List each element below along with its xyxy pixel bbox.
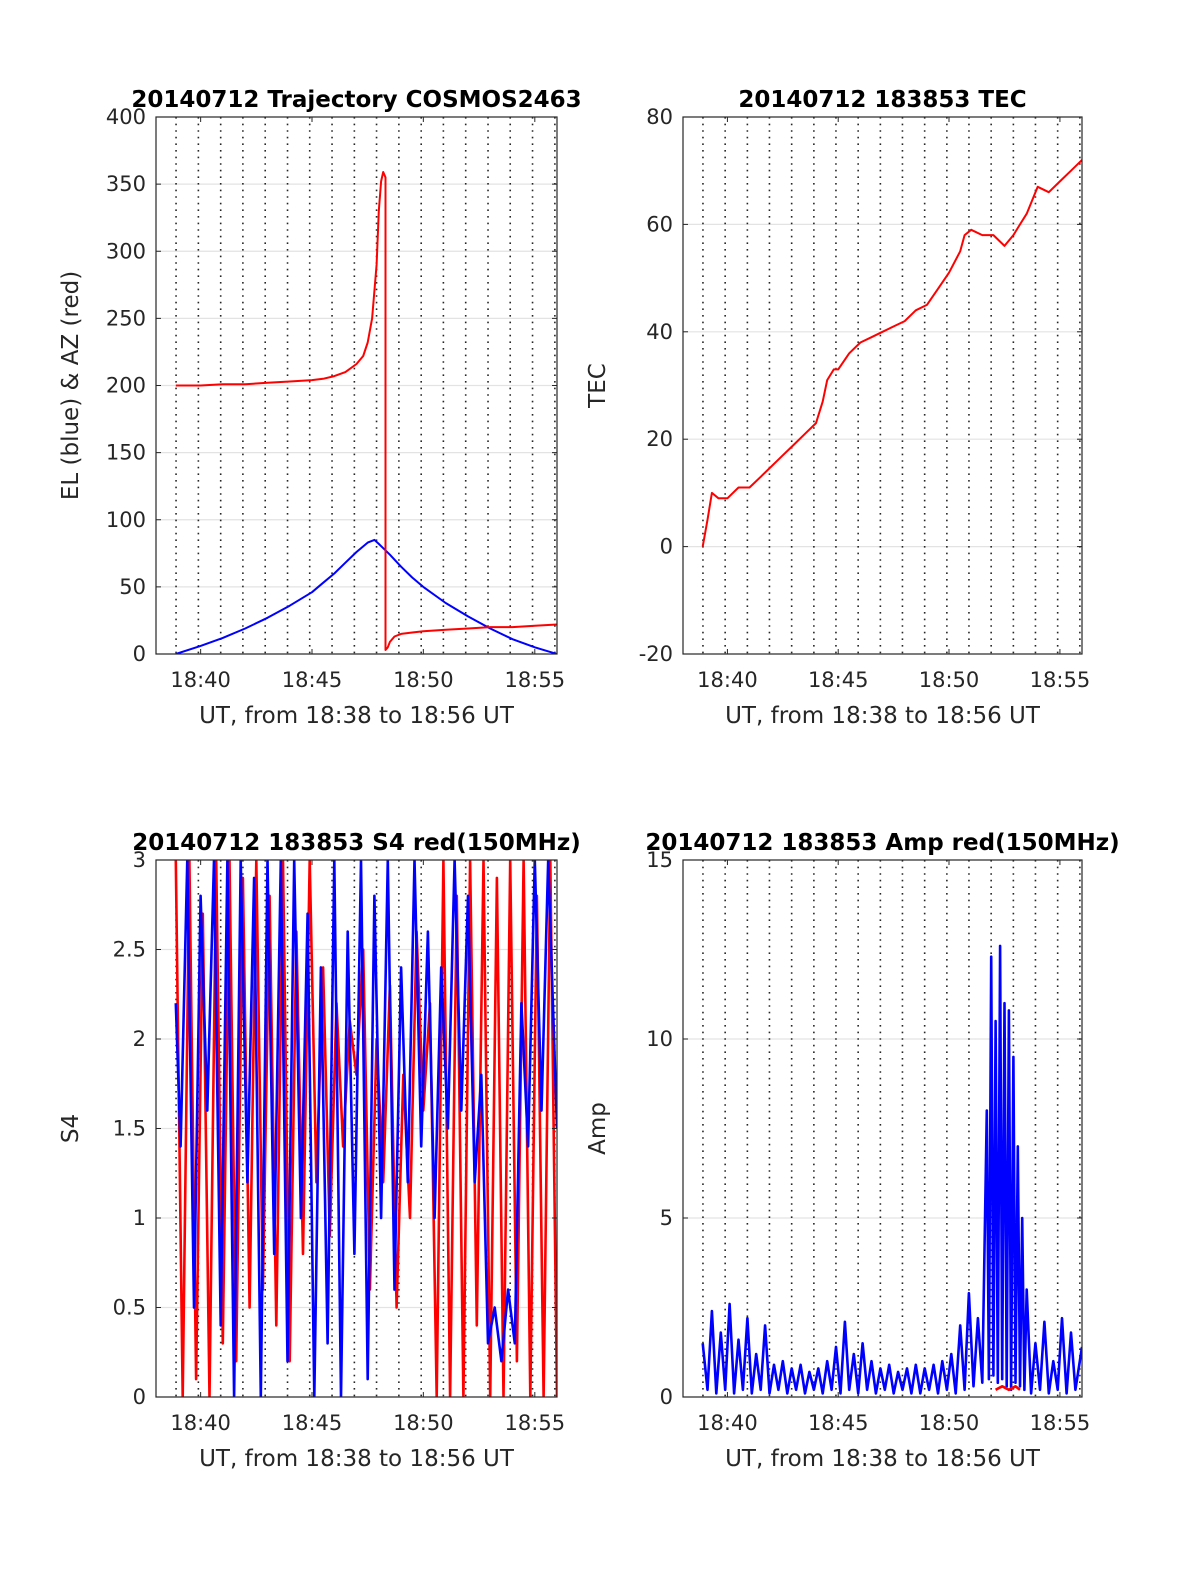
amp-xtick-label-1: 18:45 — [808, 1411, 869, 1435]
tec-axes-frame — [682, 116, 1083, 655]
trajectory-xtick-label-0: 18:40 — [170, 668, 231, 692]
trajectory-xtick-label-2: 18:50 — [393, 668, 454, 692]
amp-ytick-label-0: 0 — [660, 1385, 673, 1409]
trajectory-ytick-label-7: 350 — [106, 172, 146, 196]
tec-title: 20140712 183853 TEC — [738, 87, 1026, 113]
s4-panel: 0 0.5 1 1.5 2 2.5 3 18:40 18:45 18:50 18:55 UT, fro… — [58, 830, 581, 1472]
s4-ytick-label-4: 2 — [133, 1027, 146, 1051]
tec-plot-area — [701, 159, 1082, 547]
amp-ytick-label-1: 5 — [660, 1206, 673, 1230]
amp-series-blue — [701, 944, 1082, 1395]
amp-xtick-label-3: 18:55 — [1030, 1411, 1091, 1435]
trajectory-xaxis-label: UT, from 18:38 to 18:56 UT — [199, 703, 515, 729]
trajectory-ytick-label-1: 50 — [119, 575, 146, 599]
tec-ytick-label-4: 60 — [646, 212, 673, 236]
amp-yaxis-label: Amp — [585, 1102, 611, 1155]
tec-panel: -20 0 20 40 60 80 18:40 18:45 18:50 18:55 UT, from… — [585, 87, 1090, 729]
s4-xtick-label-2: 18:50 — [393, 1411, 454, 1435]
amp-panel: 0 5 10 15 18:40 18:45 18:50 18:55 UT, from 18:38… — [585, 830, 1120, 1472]
tec-xaxis-label: UT, from 18:38 to 18:56 UT — [725, 703, 1041, 729]
amp-axes-frame — [682, 859, 1083, 1398]
tec-xtick-label-3: 18:55 — [1030, 668, 1091, 692]
s4-ytick-label-6: 3 — [133, 848, 146, 872]
trajectory-xtick-label-1: 18:45 — [282, 668, 343, 692]
s4-xaxis-label: UT, from 18:38 to 18:56 UT — [199, 1446, 515, 1472]
s4-series-blue — [174, 860, 557, 1397]
tec-ytick-label-3: 40 — [646, 320, 673, 344]
s4-xtick-label-0: 18:40 — [170, 1411, 231, 1435]
trajectory-xtick-label-3: 18:55 — [505, 668, 566, 692]
trajectory-panel: 0 50 100 150 200 250 300 350 400 18:40 18:45 18:50 1… — [58, 87, 582, 729]
trajectory-series-el-blue- — [175, 538, 557, 654]
amp-xaxis-label: UT, from 18:38 to 18:56 UT — [725, 1446, 1041, 1472]
s4-yaxis-label: S4 — [58, 1114, 84, 1143]
amp-xtick-label-2: 18:50 — [919, 1411, 980, 1435]
tec-xtick-label-2: 18:50 — [919, 668, 980, 692]
amp-ytick-label-3: 15 — [646, 848, 673, 872]
s4-title: 20140712 183853 S4 red(150MHz) — [132, 830, 581, 856]
s4-xtick-label-1: 18:45 — [282, 1411, 343, 1435]
amp-title: 20140712 183853 Amp red(150MHz) — [645, 830, 1119, 856]
trajectory-ytick-label-0: 0 — [133, 642, 146, 666]
tec-yaxis-label: TEC — [585, 363, 611, 409]
trajectory-ytick-label-8: 400 — [106, 105, 146, 129]
trajectory-ytick-label-5: 250 — [106, 306, 146, 330]
s4-ytick-label-5: 2.5 — [113, 938, 146, 962]
trajectory-ytick-label-3: 150 — [106, 441, 146, 465]
tec-series-tec — [701, 159, 1082, 547]
tec-xtick-label-0: 18:40 — [697, 668, 758, 692]
tec-ytick-label-5: 80 — [646, 105, 673, 129]
trajectory-plot-area — [175, 171, 557, 654]
tec-xtick-label-1: 18:45 — [808, 668, 869, 692]
s4-series-red — [174, 860, 557, 1397]
s4-ytick-label-2: 1 — [133, 1206, 146, 1230]
s4-ytick-label-1: 0.5 — [113, 1296, 146, 1320]
s4-ytick-label-3: 1.5 — [113, 1117, 146, 1141]
amp-xtick-label-0: 18:40 — [697, 1411, 758, 1435]
trajectory-series-az-red- — [175, 171, 557, 651]
tec-ytick-label-1: 0 — [660, 535, 673, 559]
trajectory-yaxis-label: EL (blue) & AZ (red) — [58, 271, 84, 500]
amp-ytick-label-2: 10 — [646, 1027, 673, 1051]
trajectory-ytick-label-2: 100 — [106, 508, 146, 532]
s4-plot-area — [174, 860, 557, 1397]
amp-plot-area — [701, 944, 1082, 1395]
trajectory-ytick-label-6: 300 — [106, 239, 146, 263]
trajectory-ytick-label-4: 200 — [106, 374, 146, 398]
amp-series-red — [994, 1385, 1021, 1392]
trajectory-title: 20140712 Trajectory COSMOS2463 — [131, 87, 581, 113]
s4-xtick-label-3: 18:55 — [505, 1411, 566, 1435]
tec-ytick-label-0: -20 — [639, 642, 673, 666]
s4-ytick-label-0: 0 — [133, 1385, 146, 1409]
tec-ytick-label-2: 20 — [646, 427, 673, 451]
